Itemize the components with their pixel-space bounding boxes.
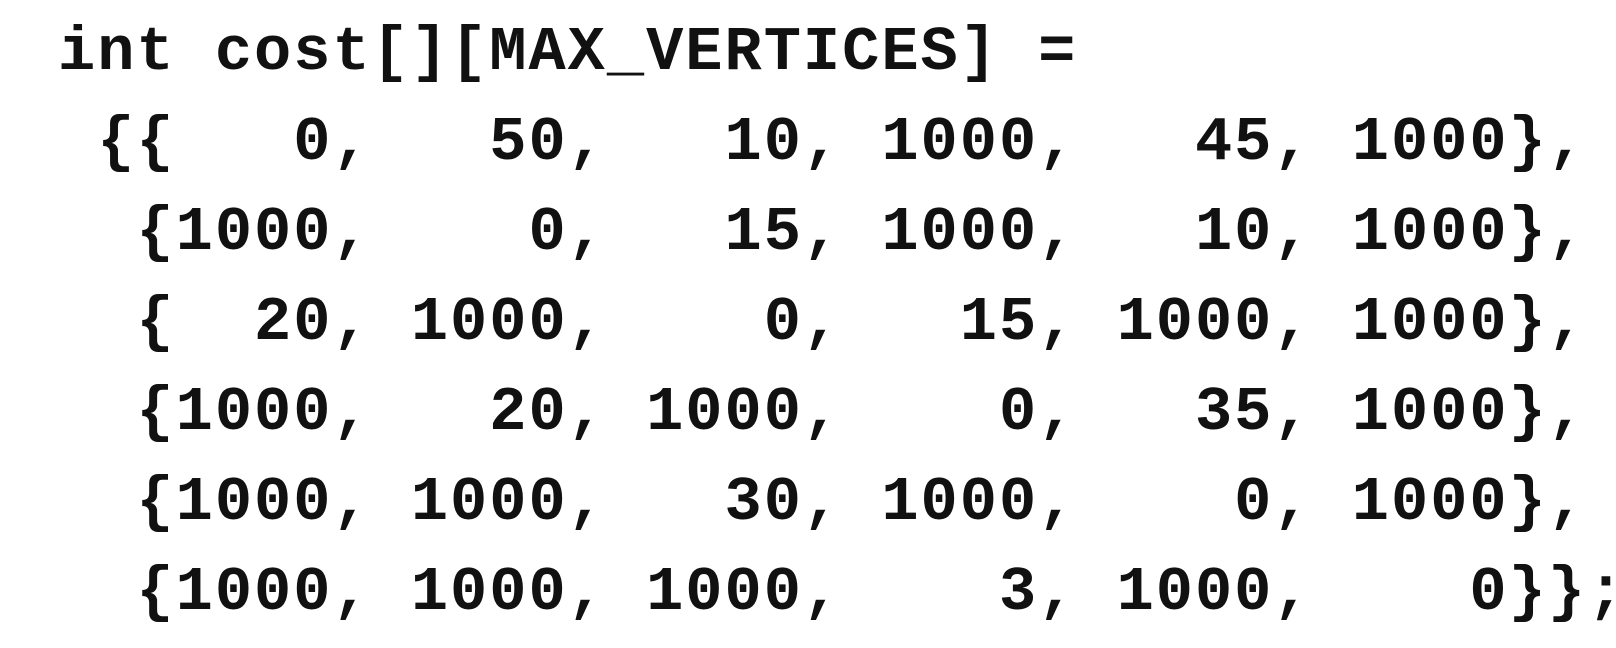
code-line-row-5: {1000, 1000, 30, 1000, 0, 1000}, (58, 467, 1588, 538)
code-line-row-6: {1000, 1000, 1000, 3, 1000, 0}}; (58, 557, 1616, 628)
code-line-row-1: {{ 0, 50, 10, 1000, 45, 1000}, (58, 107, 1588, 178)
code-line-declaration: int cost[][MAX_VERTICES] = (58, 17, 1078, 88)
code-line-row-3: { 20, 1000, 0, 15, 1000, 1000}, (58, 287, 1588, 358)
code-snippet: int cost[][MAX_VERTICES] = {{ 0, 50, 10,… (58, 8, 1616, 638)
code-line-row-2: {1000, 0, 15, 1000, 10, 1000}, (58, 197, 1588, 268)
code-line-row-4: {1000, 20, 1000, 0, 35, 1000}, (58, 377, 1588, 448)
